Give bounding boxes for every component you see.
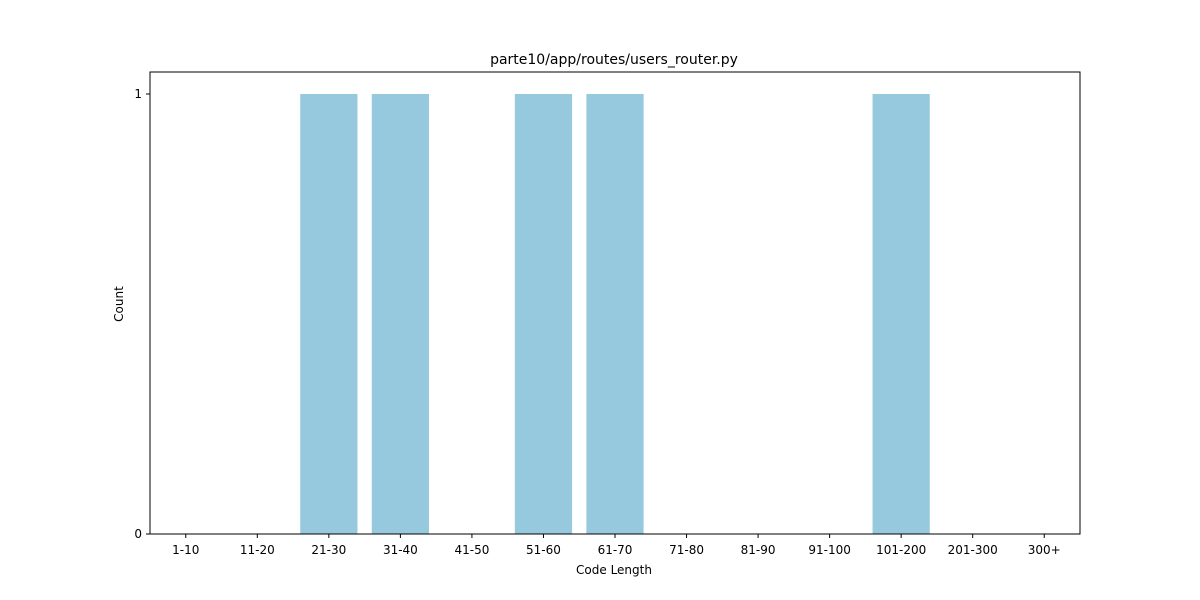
bar-21-30 (300, 94, 358, 534)
x-tick-label: 101-200 (876, 543, 926, 557)
y-ticks-group: 01 (134, 87, 150, 541)
chart-title: parte10/app/routes/users_router.py (490, 52, 738, 68)
x-tick-label: 51-60 (526, 543, 561, 557)
x-tick-label: 11-20 (240, 543, 275, 557)
x-tick-label: 300+ (1028, 543, 1061, 557)
y-tick-label: 1 (134, 87, 142, 101)
bar-61-70 (586, 94, 644, 534)
bar-51-60 (514, 94, 573, 534)
plot-frame (149, 71, 1081, 535)
x-tick-label: 71-80 (669, 543, 704, 557)
x-axis-label: Code Length (576, 563, 652, 577)
y-tick-label: 0 (134, 527, 142, 541)
x-tick-label: 1-10 (172, 543, 199, 557)
bar-31-40 (371, 94, 429, 534)
bars-group (300, 94, 930, 534)
x-tick-label: 31-40 (383, 543, 418, 557)
x-tick-label: 201-300 (948, 543, 998, 557)
x-tick-label: 61-70 (598, 543, 633, 557)
y-axis-label: Count (112, 286, 126, 322)
x-tick-label: 91-100 (808, 543, 851, 557)
x-tick-label: 21-30 (311, 543, 346, 557)
x-tick-label: 41-50 (454, 543, 489, 557)
x-tick-label: 81-90 (741, 543, 776, 557)
bar-101-200 (872, 94, 930, 534)
x-ticks-group: 1-10 11-20 21-30 31-40 41-50 51-60 61-70 71-80 8… (172, 534, 1061, 557)
